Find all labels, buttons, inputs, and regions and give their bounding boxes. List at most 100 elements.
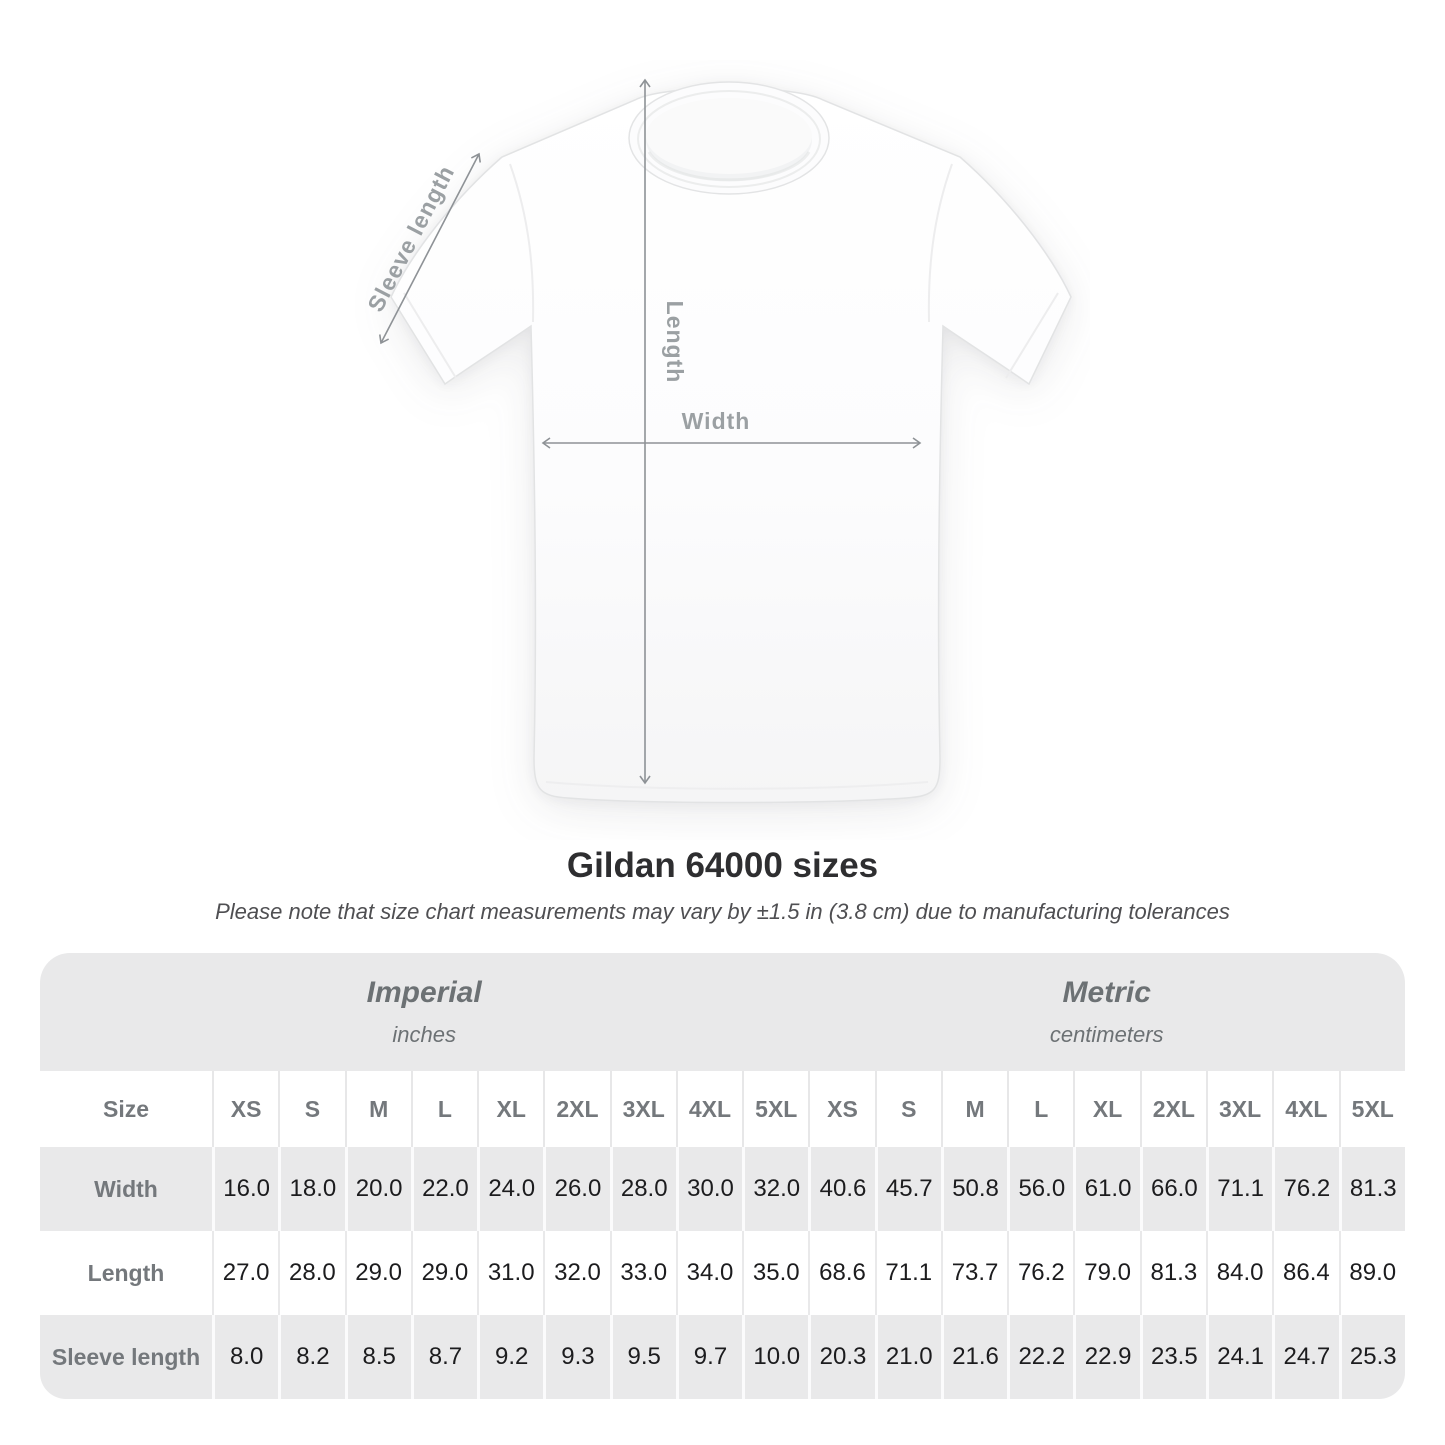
size-col-header-metric-4xl: 4XL — [1272, 1071, 1339, 1147]
size-header-row: Size XS S M L XL 2XL 3XL 4XL 5XL XS S M L XL 2XL 3XL 4XL… — [40, 1071, 1405, 1147]
size-col-header-metric-s: S — [874, 1071, 941, 1147]
table-cell-imperial: 29.0 — [410, 1231, 478, 1315]
table-cell-metric: 68.6 — [808, 1231, 875, 1315]
table-cell-imperial: 35.0 — [742, 1231, 809, 1315]
table-cell-imperial: 33.0 — [609, 1231, 676, 1315]
table-cell-imperial: 8.0 — [212, 1315, 279, 1399]
page-subtitle: Please note that size chart measurements… — [215, 899, 1230, 924]
table-cell-imperial: 8.5 — [344, 1315, 411, 1399]
size-col-header-imperial-2xl: 2XL — [543, 1071, 610, 1147]
row-label: Width — [40, 1147, 212, 1231]
length-label: Length — [662, 301, 688, 384]
page-title: Gildan 64000 sizes — [566, 846, 879, 885]
table-cell-imperial: 34.0 — [675, 1231, 743, 1315]
size-col-header-metric-2xl: 2XL — [1139, 1071, 1206, 1147]
table-cell-metric: 76.2 — [1007, 1231, 1074, 1315]
table-cell-metric: 56.0 — [1007, 1147, 1074, 1231]
metric-label: Metric — [1062, 976, 1151, 1009]
table-cell-metric: 50.8 — [940, 1147, 1008, 1231]
right-armhole-seam — [927, 163, 953, 323]
table-cell-imperial: 30.0 — [675, 1147, 743, 1231]
width-label: Width — [682, 408, 751, 434]
right-sleeve-hem — [1005, 292, 1059, 379]
table-cell-metric: 20.3 — [808, 1315, 875, 1399]
size-col-header-imperial-l: L — [410, 1071, 478, 1147]
table-cell-imperial: 16.0 — [212, 1147, 279, 1231]
size-col-header-metric-3xl: 3XL — [1205, 1071, 1273, 1147]
table-cell-metric: 22.9 — [1073, 1315, 1140, 1399]
table-cell-metric: 71.1 — [1205, 1147, 1273, 1231]
size-col-header-metric-l: L — [1007, 1071, 1074, 1147]
table-cell-imperial: 10.0 — [742, 1315, 809, 1399]
size-corner-header: Size — [40, 1071, 212, 1147]
table-cell-metric: 81.3 — [1139, 1231, 1206, 1315]
table-cell-imperial: 9.7 — [675, 1315, 743, 1399]
table-cell-metric: 84.0 — [1205, 1231, 1273, 1315]
size-col-header-imperial-s: S — [278, 1071, 345, 1147]
table-cell-imperial: 9.5 — [609, 1315, 676, 1399]
table-cell-imperial: 29.0 — [344, 1231, 411, 1315]
size-col-header-metric-xs: XS — [808, 1071, 875, 1147]
table-cell-metric: 21.6 — [940, 1315, 1008, 1399]
imperial-header: Imperial inches — [40, 953, 809, 1071]
imperial-label: Imperial — [366, 976, 482, 1009]
bottom-hem — [545, 781, 929, 790]
tshirt-measurement-figure: Sleeve length Length Width — [362, 78, 1072, 804]
table-cell-metric: 79.0 — [1073, 1231, 1140, 1315]
table-cell-imperial: 32.0 — [543, 1231, 610, 1315]
size-col-header-imperial-5xl: 5XL — [742, 1071, 809, 1147]
table-cell-metric: 89.0 — [1338, 1231, 1405, 1315]
size-table-container: Imperial inches Metric centimeters Size … — [40, 953, 1405, 1399]
table-cell-metric: 40.6 — [808, 1147, 875, 1231]
table-cell-imperial: 8.7 — [410, 1315, 478, 1399]
table-cell-imperial: 27.0 — [212, 1231, 279, 1315]
sleeve-length-arrow — [378, 152, 482, 345]
table-cell-metric: 25.3 — [1338, 1315, 1405, 1399]
size-col-header-imperial-xl: XL — [477, 1071, 544, 1147]
table-cell-metric: 45.7 — [874, 1147, 941, 1231]
table-cell-imperial: 9.3 — [543, 1315, 610, 1399]
table-cell-imperial: 32.0 — [742, 1147, 809, 1231]
size-table: Imperial inches Metric centimeters Size … — [40, 953, 1405, 1399]
table-cell-metric: 23.5 — [1139, 1315, 1206, 1399]
table-cell-imperial: 18.0 — [278, 1147, 345, 1231]
table-cell-imperial: 31.0 — [477, 1231, 544, 1315]
table-cell-metric: 66.0 — [1139, 1147, 1206, 1231]
table-cell-metric: 24.7 — [1272, 1315, 1339, 1399]
tshirt-body — [390, 87, 1072, 804]
row-label: Length — [40, 1231, 212, 1315]
imperial-unit-label: inches — [392, 1022, 456, 1047]
metric-header: Metric centimeters — [808, 953, 1405, 1071]
metric-unit-label: centimeters — [1049, 1022, 1164, 1047]
table-row: Length 27.0 28.0 29.0 29.0 31.0 32.0 33.0 34.0 35… — [40, 1231, 1405, 1315]
table-cell-imperial: 22.0 — [410, 1147, 478, 1231]
row-label: Sleeve length — [40, 1315, 212, 1399]
table-cell-metric: 86.4 — [1272, 1231, 1339, 1315]
size-col-header-imperial-4xl: 4XL — [675, 1071, 743, 1147]
table-cell-imperial: 8.2 — [278, 1315, 345, 1399]
size-col-header-imperial-m: M — [344, 1071, 411, 1147]
unit-system-header-row: Imperial inches Metric centimeters — [40, 953, 1405, 1071]
table-row: Sleeve length 8.0 8.2 8.5 8.7 9.2 9.3 9.5 9.7 10.… — [40, 1315, 1405, 1399]
table-cell-imperial: 20.0 — [344, 1147, 411, 1231]
left-armhole-seam — [509, 163, 535, 323]
size-col-header-imperial-xs: XS — [212, 1071, 279, 1147]
table-row: Width 16.0 18.0 20.0 22.0 24.0 26.0 28.0 30.0 32.… — [40, 1147, 1405, 1231]
table-cell-metric: 22.2 — [1007, 1315, 1074, 1399]
table-cell-imperial: 9.2 — [477, 1315, 544, 1399]
tshirt-svg: Sleeve length Length Width — [362, 78, 1072, 804]
size-col-header-metric-5xl: 5XL — [1338, 1071, 1405, 1147]
size-col-header-metric-xl: XL — [1073, 1071, 1140, 1147]
table-cell-imperial: 26.0 — [543, 1147, 610, 1231]
size-col-header-metric-m: M — [940, 1071, 1008, 1147]
table-cell-metric: 61.0 — [1073, 1147, 1140, 1231]
size-col-header-imperial-3xl: 3XL — [609, 1071, 676, 1147]
table-cell-metric: 21.0 — [874, 1315, 941, 1399]
table-cell-imperial: 24.0 — [477, 1147, 544, 1231]
table-cell-metric: 24.1 — [1205, 1315, 1273, 1399]
table-cell-metric: 76.2 — [1272, 1147, 1339, 1231]
table-cell-metric: 71.1 — [874, 1231, 941, 1315]
table-cell-metric: 81.3 — [1338, 1147, 1405, 1231]
table-cell-imperial: 28.0 — [278, 1231, 345, 1315]
table-cell-metric: 73.7 — [940, 1231, 1008, 1315]
